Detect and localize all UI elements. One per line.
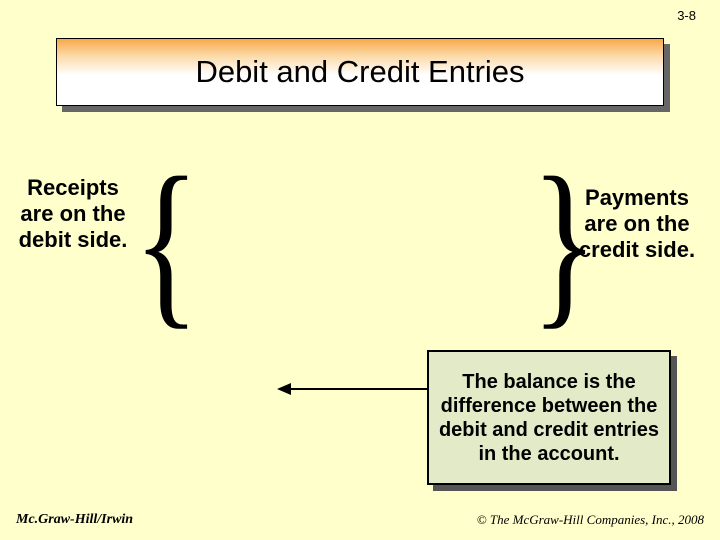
balance-text: The balance is the difference between th… xyxy=(435,370,663,466)
credit-text: Payments are on the credit side. xyxy=(574,185,700,263)
brace-left-icon: { xyxy=(133,150,200,335)
page-number: 3-8 xyxy=(677,8,696,23)
balance-container: The balance is the difference between th… xyxy=(427,350,671,485)
debit-text: Receipts are on the debit side. xyxy=(18,175,128,253)
title-box: Debit and Credit Entries xyxy=(56,38,664,106)
balance-box: The balance is the difference between th… xyxy=(427,350,671,485)
footer-publisher: Mc.Graw-Hill/Irwin xyxy=(16,512,133,528)
arrow-icon xyxy=(275,380,435,398)
page-title: Debit and Credit Entries xyxy=(195,54,524,90)
footer-copyright: © The McGraw-Hill Companies, Inc., 2008 xyxy=(477,512,704,528)
title-container: Debit and Credit Entries xyxy=(56,38,664,106)
